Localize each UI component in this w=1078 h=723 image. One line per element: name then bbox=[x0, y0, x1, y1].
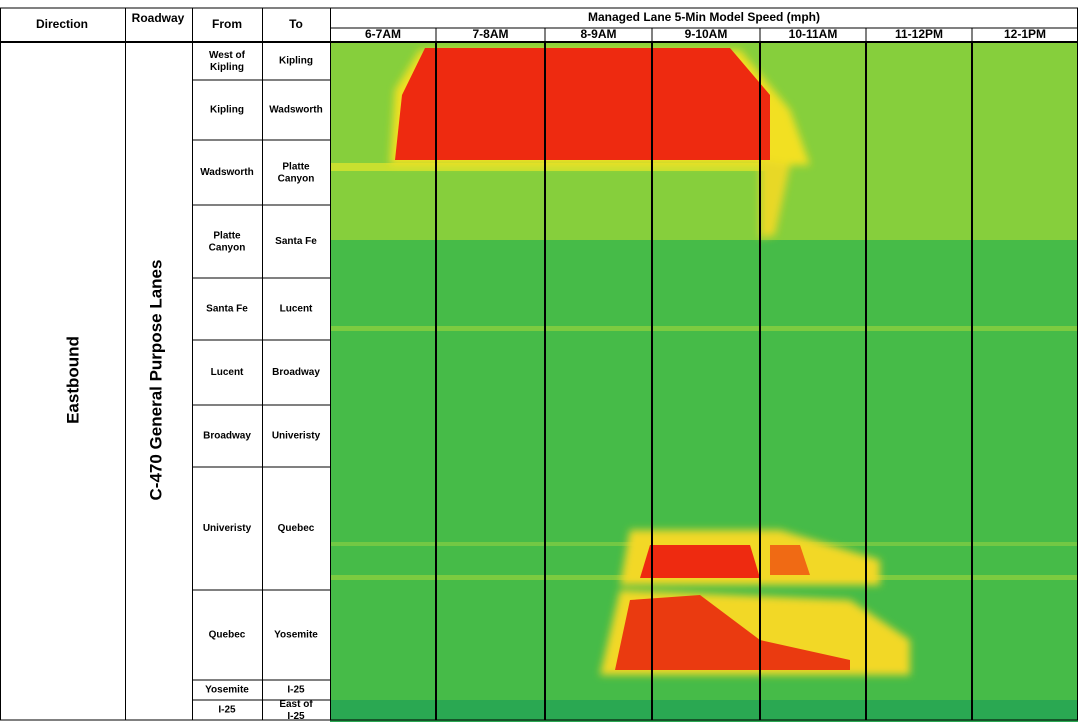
header-from: From bbox=[212, 17, 242, 31]
header-hour: 8-9AM bbox=[580, 27, 616, 41]
to-cell: Platte Canyon bbox=[278, 161, 315, 184]
header-hour: 11-12PM bbox=[895, 27, 943, 41]
direction-label: Eastbound bbox=[63, 336, 82, 424]
to-cell: Broadway bbox=[272, 367, 320, 378]
from-cell: Wadsworth bbox=[200, 167, 254, 178]
table-grid bbox=[0, 7, 1078, 721]
to-cell: Wadsworth bbox=[269, 105, 323, 116]
header-hour: 7-8AM bbox=[472, 27, 508, 41]
roadway-label: C-470 General Purpose Lanes bbox=[146, 260, 165, 501]
from-cell: Kipling bbox=[210, 105, 244, 116]
header-direction: Direction bbox=[36, 17, 88, 31]
from-cell: Quebec bbox=[209, 630, 246, 641]
to-cell: Yosemite bbox=[274, 630, 318, 641]
to-cell: Univeristy bbox=[272, 431, 321, 442]
to-cell: Quebec bbox=[278, 523, 315, 534]
to-cell: Kipling bbox=[279, 56, 313, 67]
from-cell: Broadway bbox=[203, 431, 251, 442]
from-cell: Univeristy bbox=[203, 523, 252, 534]
header-hour: 10-11AM bbox=[789, 27, 838, 41]
header-hour: 9-10AM bbox=[685, 27, 728, 41]
header-roadway: Roadway bbox=[132, 11, 185, 25]
from-cell: Platte Canyon bbox=[209, 230, 246, 253]
to-cell: Lucent bbox=[280, 304, 313, 315]
from-cell: Lucent bbox=[211, 367, 244, 378]
from-cell: I-25 bbox=[218, 705, 236, 716]
header-speed-title: Managed Lane 5-Min Model Speed (mph) bbox=[588, 10, 820, 24]
from-cell: Santa Fe bbox=[206, 304, 248, 315]
to-cell: I-25 bbox=[287, 685, 305, 696]
header-hour: 6-7AM bbox=[365, 27, 401, 41]
to-cell: Santa Fe bbox=[275, 236, 317, 247]
to-cell: East of I-25 bbox=[279, 699, 313, 722]
from-cell: Yosemite bbox=[205, 685, 249, 696]
from-cell: West of Kipling bbox=[209, 50, 246, 73]
header-hour: 12-1PM bbox=[1004, 27, 1046, 41]
heatmap bbox=[330, 42, 1078, 722]
header-to: To bbox=[289, 17, 303, 31]
